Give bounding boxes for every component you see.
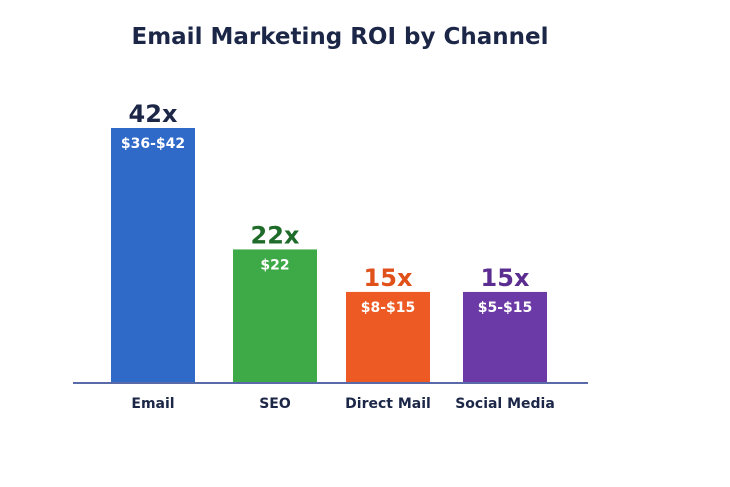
category-label-2: Direct Mail <box>345 396 431 412</box>
bar-0 <box>111 128 195 383</box>
range-label-1: $22 <box>260 257 289 273</box>
range-label-0: $36-$42 <box>121 136 185 152</box>
range-label-2: $8-$15 <box>361 300 416 316</box>
value-label-2: 15x <box>364 264 413 292</box>
value-label-0: 42x <box>129 100 178 128</box>
range-label-3: $5-$15 <box>478 300 533 316</box>
category-label-1: SEO <box>259 396 291 412</box>
bar-2 <box>346 291 430 383</box>
value-label-3: 15x <box>481 264 530 292</box>
bar-3 <box>463 291 547 383</box>
category-label-0: Email <box>131 396 174 412</box>
value-label-1: 22x <box>251 221 300 249</box>
bar-1 <box>233 249 317 383</box>
chart-title: Email Marketing ROI by Channel <box>131 24 549 50</box>
category-label-3: Social Media <box>455 396 555 412</box>
